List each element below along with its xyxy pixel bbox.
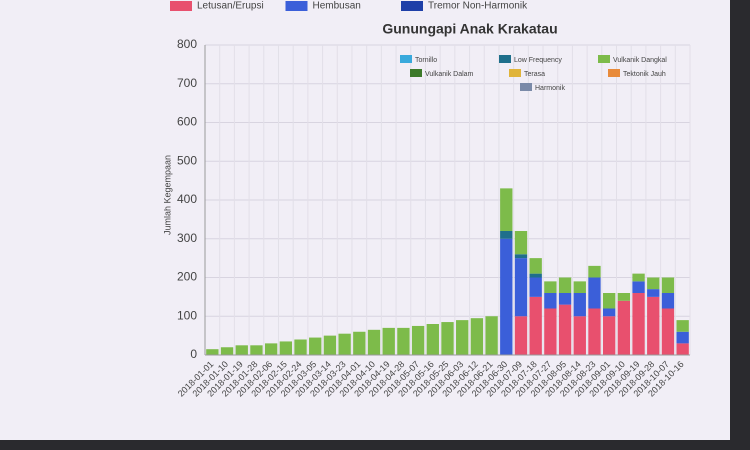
bar-segment xyxy=(500,238,513,355)
bar-segment xyxy=(500,231,513,239)
y-tick-label: 200 xyxy=(177,270,197,284)
bar-segment xyxy=(544,308,557,355)
bar-segment xyxy=(558,304,572,355)
bar-segment xyxy=(220,347,234,355)
bar-segment xyxy=(676,320,689,332)
bar-segment xyxy=(602,308,616,317)
y-axis-label: Jumlah Kegempaan xyxy=(162,155,172,235)
legend-label: Harmonik xyxy=(535,85,565,92)
bar-segment xyxy=(647,289,660,297)
legend-label: Terasa xyxy=(524,71,545,78)
bar-segment xyxy=(397,327,410,355)
bar-segment xyxy=(647,277,660,290)
bar-segment xyxy=(309,337,322,355)
bar-segment xyxy=(632,281,645,293)
bar-segment xyxy=(676,343,689,355)
legend-swatch xyxy=(499,55,511,63)
bar-segment xyxy=(485,316,498,355)
bar-segment xyxy=(558,277,572,293)
legend-label: Letusan/Erupsi xyxy=(197,1,264,12)
bar-segment xyxy=(411,325,425,355)
legend-swatch xyxy=(400,55,412,63)
legend-swatch xyxy=(520,83,532,91)
bar-segment xyxy=(632,293,645,355)
bar-segment xyxy=(573,316,586,355)
legend-swatch xyxy=(608,69,620,77)
bar-segment xyxy=(235,345,248,355)
legend-label: Tornillo xyxy=(415,57,437,64)
bar-segment xyxy=(514,258,528,317)
y-tick-label: 0 xyxy=(190,347,197,361)
legend-swatch xyxy=(509,69,521,77)
bar-segment xyxy=(544,293,557,309)
y-tick-label: 800 xyxy=(177,37,197,51)
bar-segment xyxy=(529,273,542,278)
bar-segment xyxy=(353,331,366,355)
bar-segment xyxy=(264,343,278,355)
bar-segment xyxy=(323,335,337,355)
bar-segment xyxy=(529,277,542,297)
bar-segment xyxy=(470,318,484,355)
bar-segment xyxy=(426,324,439,355)
bar-segment xyxy=(647,296,660,355)
bar-segment xyxy=(206,349,219,355)
bar-segment xyxy=(514,231,528,255)
bar-segment xyxy=(588,308,601,355)
bar-segment xyxy=(661,293,675,309)
legend-swatch xyxy=(598,55,610,63)
legend-label: Tektonik Jauh xyxy=(623,71,666,78)
bar-segment xyxy=(617,300,631,355)
y-tick-label: 700 xyxy=(177,76,197,90)
bar-segment xyxy=(338,333,351,355)
y-tick-label: 500 xyxy=(177,153,197,167)
bar-segment xyxy=(632,273,645,282)
bar-segment xyxy=(558,293,572,305)
y-tick-label: 100 xyxy=(177,308,197,322)
y-tick-label: 400 xyxy=(177,192,197,206)
bar-segment xyxy=(602,293,616,309)
legend-label: Vulkanik Dangkal xyxy=(613,57,667,64)
bar-segment xyxy=(367,329,381,355)
legend-swatch xyxy=(410,69,422,77)
bar-segment xyxy=(544,281,557,293)
legend-label: Vulkanik Dalam xyxy=(425,71,474,78)
bar-segment xyxy=(500,188,513,231)
bar-segment xyxy=(441,322,454,355)
bar-segment xyxy=(294,339,307,355)
bar-segment xyxy=(588,265,601,278)
y-tick-label: 600 xyxy=(177,115,197,129)
legend-label: Low Frequency xyxy=(514,57,562,64)
bar-segment xyxy=(456,320,469,355)
bar-segment xyxy=(617,293,631,301)
y-tick-label: 300 xyxy=(177,231,197,245)
legend-label: Hembusan xyxy=(313,1,361,12)
bar-segment xyxy=(514,316,528,355)
bar-segment xyxy=(573,293,586,317)
legend-swatch xyxy=(285,1,308,11)
bar-segment xyxy=(382,327,395,355)
bar-segment xyxy=(250,345,263,355)
legend-swatch xyxy=(401,1,423,11)
bar-segment xyxy=(279,341,293,355)
bar-segment xyxy=(661,277,675,293)
chart-title: Gunungapi Anak Krakatau xyxy=(382,21,557,37)
bar-segment xyxy=(676,331,689,344)
bar-segment xyxy=(573,281,586,293)
bar-segment xyxy=(529,258,542,274)
bar-segment xyxy=(529,296,542,355)
bar-segment xyxy=(602,316,616,355)
bar-segment xyxy=(514,254,528,259)
legend-swatch xyxy=(170,1,192,11)
legend-label: Tremor Non-Harmonik xyxy=(428,1,528,12)
bar-segment xyxy=(661,308,675,355)
bar-segment xyxy=(588,277,601,309)
